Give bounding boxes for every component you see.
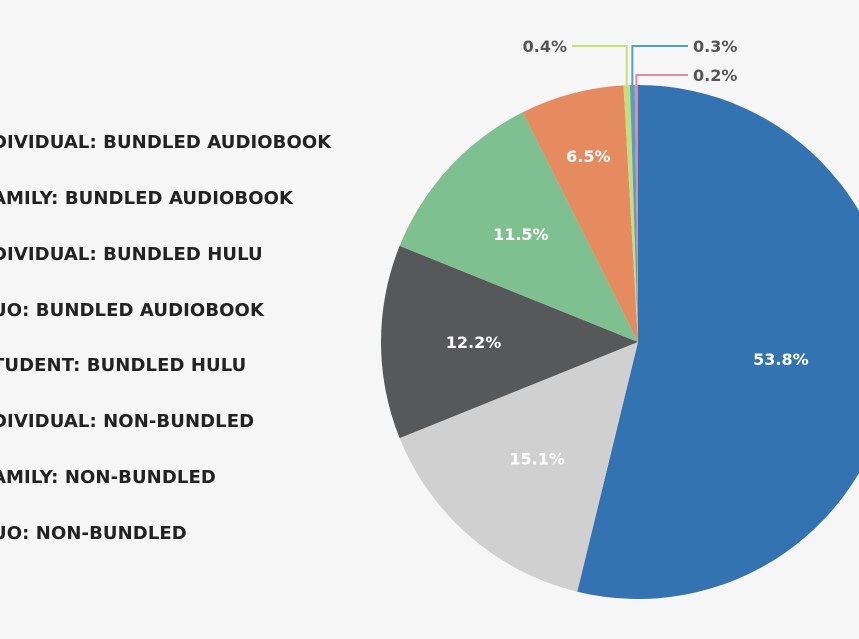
pie-slice-individual-bundled-hulu [380, 245, 638, 439]
callout-line-family-non-bundled [631, 45, 688, 86]
callout-label-duo-non-bundled: 0.2% [693, 66, 737, 85]
legend-item-individual-non-bundled: DIVIDUAL: NON-BUNDLED [0, 411, 255, 432]
slice-label-duo-bundled-audiobook: 11.5% [493, 225, 549, 244]
pie-slice-individual-non-bundled [623, 85, 638, 342]
legend-item-student-bundled-hulu: TUDENT: BUNDLED HULU [0, 355, 247, 376]
legend-item-individual-bundled-hulu: DIVIDUAL: BUNDLED HULU [0, 244, 263, 265]
callout-label-family-non-bundled: 0.3% [693, 37, 737, 56]
slice-label-family-bundled-audiobook: 15.1% [509, 450, 565, 469]
pie-slice-family-bundled-audiobook [399, 342, 638, 592]
pie-slice-family-non-bundled [629, 85, 638, 342]
legend-item-family-non-bundled: AMILY: NON-BUNDLED [0, 467, 216, 488]
callout-line-duo-non-bundled [635, 74, 688, 86]
slice-label-individual-bundled-audiobook: 53.8% [753, 350, 809, 369]
pie-slice-duo-bundled-audiobook [399, 112, 638, 343]
slice-label-individual-bundled-hulu: 12.2% [446, 333, 502, 352]
legend-item-family-bundled-audiobook: AMILY: BUNDLED AUDIOBOOK [0, 188, 294, 209]
pie-slice-student-bundled-hulu [522, 85, 638, 343]
legend-item-duo-non-bundled: UO: NON-BUNDLED [0, 523, 187, 544]
legend-item-individual-bundled-audiobook: DIVIDUAL: BUNDLED AUDIOBOOK [0, 132, 332, 153]
pie-slice-individual-bundled-audiobook [577, 85, 859, 599]
callout-label-individual-non-bundled: 0.4% [523, 37, 567, 56]
legend-item-duo-bundled-audiobook: UO: BUNDLED AUDIOBOOK [0, 300, 265, 321]
callout-line-individual-non-bundled [572, 45, 628, 86]
slice-label-student-bundled-hulu: 6.5% [566, 147, 610, 166]
pie-slice-duo-non-bundled [634, 85, 638, 342]
